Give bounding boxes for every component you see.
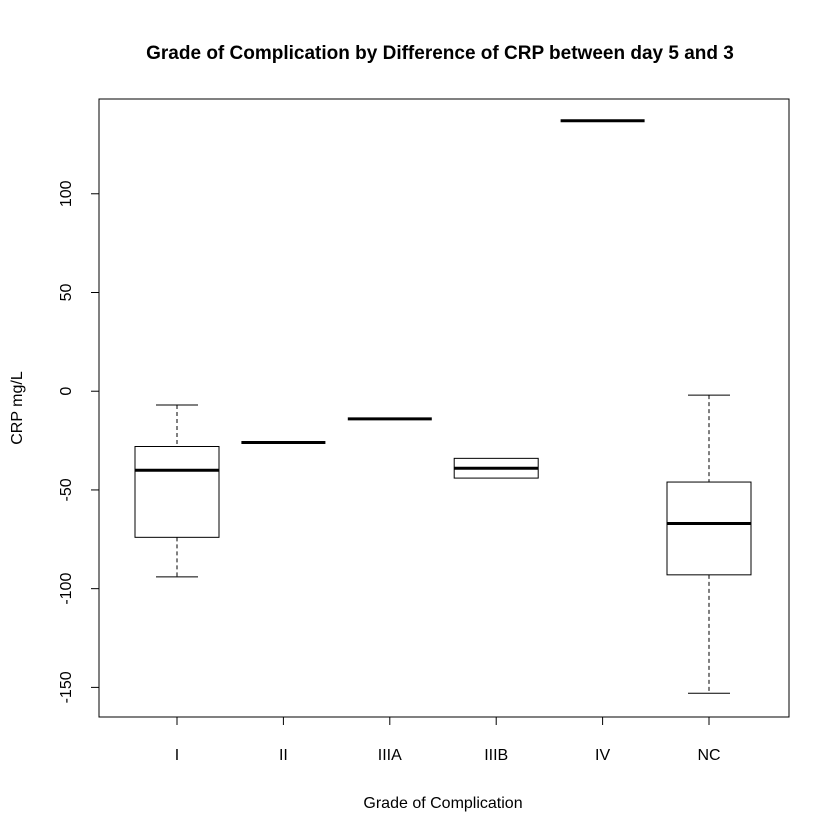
box-iiib (453, 457, 539, 479)
x-axis-label: Grade of Complication (363, 795, 522, 812)
x-tick-label: NC (697, 747, 720, 764)
y-tick-label: 0 (58, 387, 75, 396)
box-iqr (666, 481, 752, 576)
y-tick-label: -100 (58, 573, 75, 605)
y-tick-label: -150 (58, 671, 75, 703)
x-tick-label: IIIB (484, 747, 508, 764)
y-axis-label: CRP mg/L (9, 371, 26, 445)
y-tick-label: -50 (58, 478, 75, 501)
box-i (134, 404, 220, 578)
box-iqr (134, 446, 220, 538)
y-axis: -150 -100 -50 0 50 100 (58, 180, 100, 703)
y-tick-label: 100 (58, 180, 75, 207)
x-tick-label: I (175, 747, 179, 764)
chart-title: Grade of Complication by Difference of C… (146, 43, 734, 64)
box-nc (666, 394, 752, 694)
box-series (134, 119, 752, 694)
plot-frame (98, 98, 790, 718)
x-tick-label: IV (595, 747, 610, 764)
x-tick-label: IIIA (378, 747, 402, 764)
x-axis: I II IIIA IIIB IV NC (175, 716, 721, 764)
x-tick-label: II (279, 747, 288, 764)
y-tick-label: 50 (58, 283, 75, 301)
